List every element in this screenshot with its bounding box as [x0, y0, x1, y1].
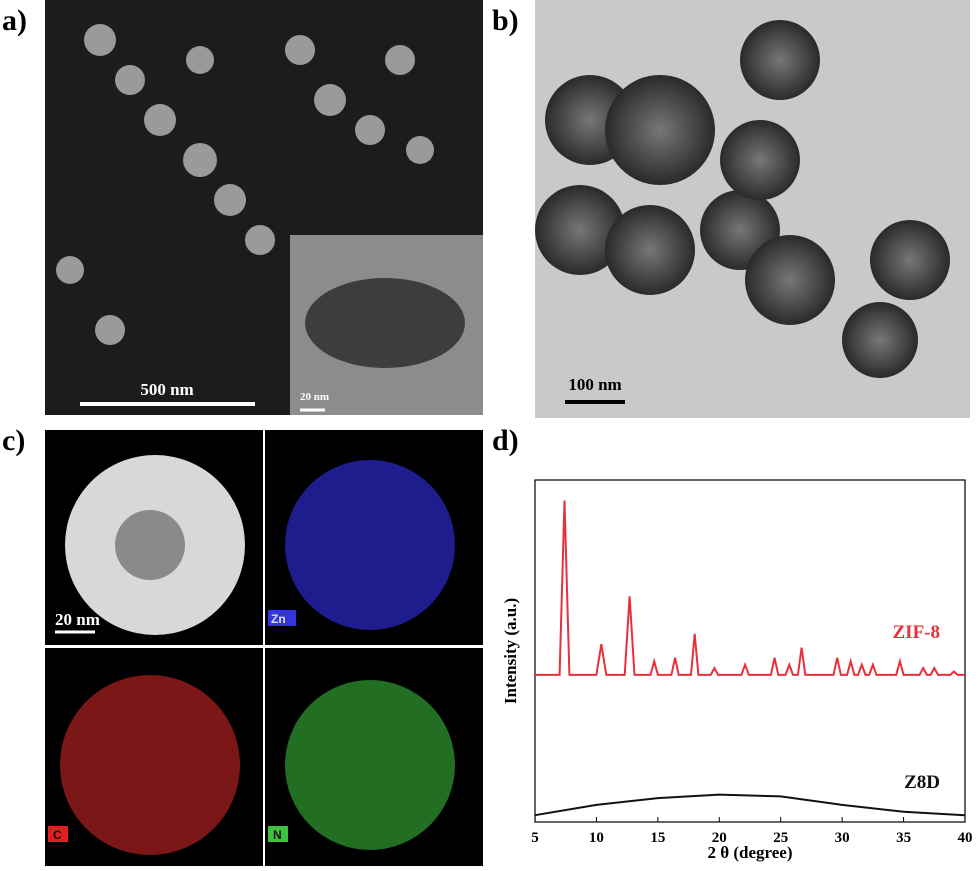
x-tick-label: 30 [835, 830, 850, 846]
map-signal [285, 460, 455, 630]
inset-particle [305, 278, 465, 368]
scale-label: 500 nm [140, 380, 193, 399]
map-label: C [53, 828, 62, 842]
map-signal [60, 675, 240, 855]
map-label: N [273, 828, 282, 842]
series-label: Z8D [904, 772, 940, 793]
scale-label: 100 nm [568, 375, 621, 394]
particle-core [115, 510, 185, 580]
series-label: ZIF-8 [893, 622, 941, 643]
plot-frame [534, 479, 966, 823]
x-tick-label: 5 [531, 830, 539, 846]
y-axis-label: Intensity (a.u.) [501, 598, 520, 704]
x-tick-label: 10 [589, 830, 604, 846]
x-tick-label: 20 [712, 830, 727, 846]
scale-label: 20 nm [55, 610, 100, 629]
x-tick-label: 15 [650, 830, 665, 846]
x-tick-label: 40 [958, 830, 973, 846]
scale-label: 20 nm [300, 391, 329, 403]
map-signal [285, 680, 455, 850]
map-tag [268, 826, 288, 842]
particles [535, 20, 950, 378]
x-axis-label: 2 θ (degree) [707, 843, 792, 862]
panel-label: c) [2, 424, 25, 457]
map-tag [48, 826, 68, 842]
x-tick-label: 25 [773, 830, 788, 846]
data-line [534, 793, 966, 817]
panel-label: d) [492, 424, 519, 457]
data-line [535, 500, 965, 676]
map-tag [268, 610, 296, 626]
particles [56, 24, 434, 345]
map-label: Zn [271, 612, 286, 626]
panel-label: b) [492, 4, 519, 37]
panel-label: a) [2, 4, 27, 37]
x-tick-label: 35 [896, 830, 911, 846]
